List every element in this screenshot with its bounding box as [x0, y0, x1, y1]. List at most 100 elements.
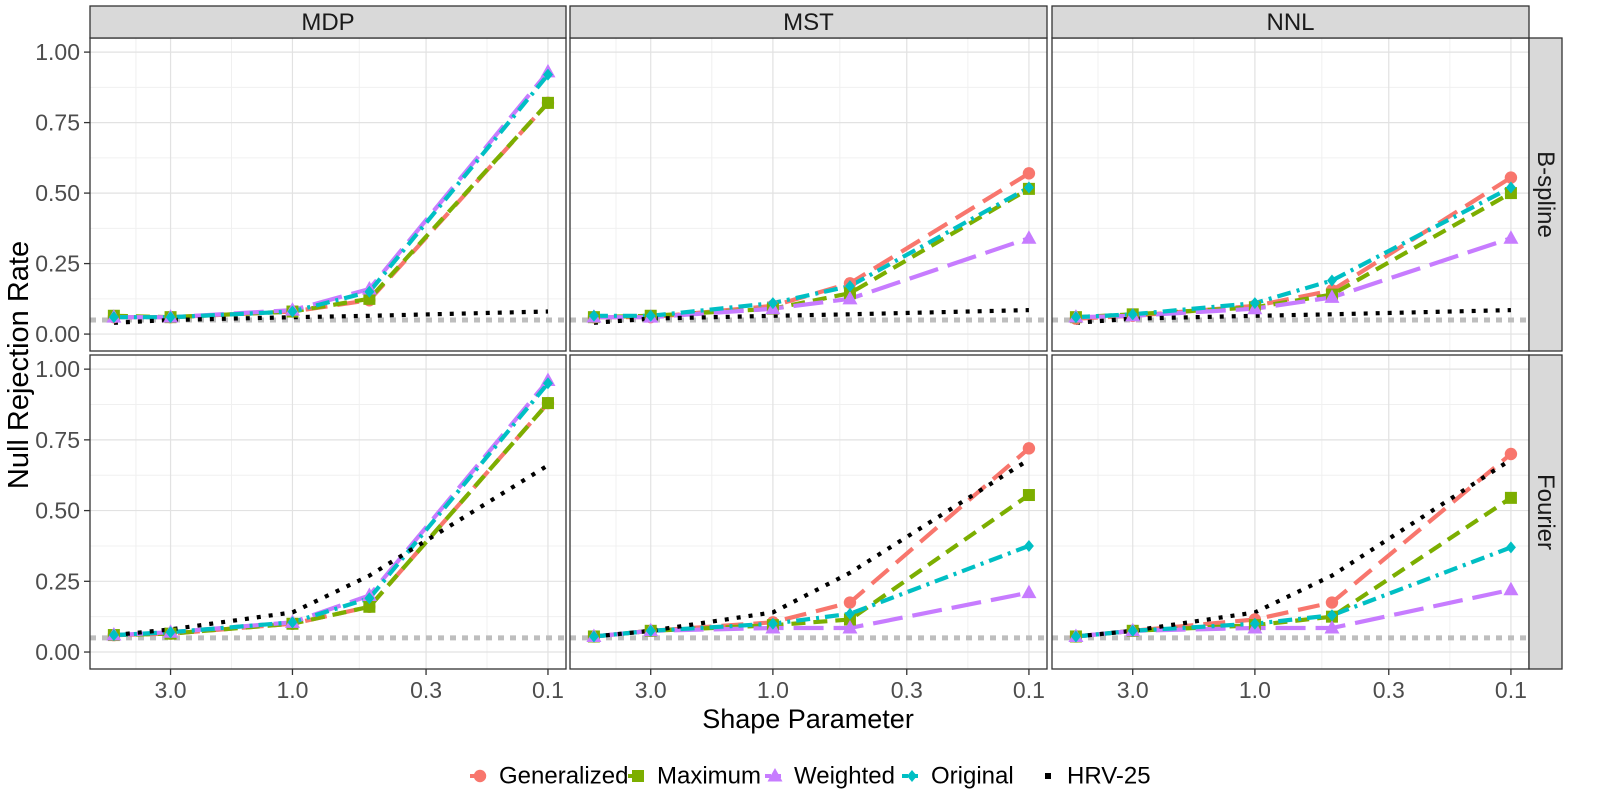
- y-tick-label: 0.50: [35, 498, 80, 524]
- series-line-maximum: [1075, 496, 1513, 639]
- series-line-weighted: [113, 70, 550, 320]
- strip-fourier: Fourier: [1528, 354, 1563, 670]
- y-tick-label: 0.00: [35, 639, 80, 665]
- legend-item-hrv-25: HRV-25: [1045, 763, 1151, 790]
- point-maximum: [1022, 489, 1035, 502]
- x-tick-label: 0.1: [532, 677, 564, 703]
- series-line-original: [113, 73, 550, 320]
- series-line-weighted: [1075, 236, 1512, 320]
- legend-item-generalized: Generalized: [470, 763, 628, 790]
- legend-item-maximum: Maximum: [628, 763, 761, 790]
- y-axis-layer: 0.00 0.25 0.50 0.75 1.00 0.00 0.25 0.50 0.75 1.00: [35, 39, 90, 665]
- strip-nnl: NNL: [1051, 5, 1530, 39]
- legend-key: [907, 770, 917, 782]
- y-tick-label: 0.75: [35, 110, 80, 136]
- strip-mst: MST: [569, 5, 1048, 39]
- strip-mdp: MDP: [89, 5, 567, 39]
- panel-mdp-fourier: [89, 354, 567, 670]
- series-line-hrv-25: [593, 308, 1029, 325]
- point-original: [165, 311, 176, 324]
- strip-label: MST: [783, 9, 834, 36]
- strip-label: Fourier: [1532, 474, 1559, 550]
- point-original: [588, 309, 599, 322]
- y-axis-title: Null Rejection Rate: [3, 241, 35, 489]
- x-axis-layer: 3.0 1.0 0.3 0.1 3.0 1.0 0.3 0.1 3.0 1.0 0.3 0.1: [155, 669, 1527, 703]
- x-tick-label: 3.0: [1117, 677, 1149, 703]
- point-weighted: [1503, 230, 1519, 244]
- series-line-generalized: [593, 171, 1030, 320]
- point-original: [364, 285, 375, 298]
- x-tick-label: 3.0: [635, 677, 667, 703]
- series-line-hrv-25: [113, 309, 549, 325]
- point-original: [1326, 609, 1337, 622]
- panel-nnl-b-spline: [1051, 37, 1530, 352]
- point-original: [364, 592, 375, 605]
- strip-label: MDP: [301, 9, 354, 36]
- series-line-hrv-25: [1075, 457, 1513, 639]
- point-original: [1070, 311, 1081, 324]
- y-tick-label: 0.25: [35, 568, 80, 594]
- y-tick-label: 0.00: [35, 321, 80, 347]
- x-tick-label: 1.0: [1239, 677, 1271, 703]
- point-original: [1127, 624, 1138, 637]
- point-generalized: [1022, 442, 1036, 455]
- panel-nnl-fourier: [1051, 354, 1530, 670]
- legend: Generalized Maximum Weighted Original HRV-25: [470, 763, 1151, 790]
- point-original: [1505, 181, 1516, 194]
- series-line-hrv-25: [593, 457, 1031, 639]
- series-line-generalized: [1075, 175, 1513, 321]
- x-tick-label: 0.3: [891, 677, 923, 703]
- point-original: [1023, 181, 1034, 194]
- series-line-hrv-25: [1075, 308, 1511, 325]
- legend-key: [767, 768, 783, 782]
- legend-label: HRV-25: [1067, 763, 1151, 790]
- series-line-maximum: [113, 101, 550, 320]
- point-generalized: [843, 596, 857, 609]
- x-axis-title: Shape Parameter: [702, 704, 914, 734]
- strip-labels-layer: MDP MST NNL B-spline Fourier: [89, 5, 1563, 670]
- series-line-generalized: [593, 446, 1031, 639]
- point-weighted: [1021, 584, 1037, 599]
- point-weighted: [842, 290, 858, 305]
- point-original: [645, 624, 656, 637]
- y-tick-label: 0.75: [35, 427, 80, 453]
- legend-label: Weighted: [794, 763, 895, 790]
- point-original: [165, 626, 176, 639]
- point-weighted: [1021, 230, 1037, 244]
- point-original: [844, 607, 855, 620]
- point-original: [542, 377, 553, 390]
- panel-mst-b-spline: [569, 37, 1048, 352]
- point-original: [767, 297, 778, 310]
- series-line-original: [113, 381, 550, 638]
- point-maximum: [541, 397, 554, 410]
- point-generalized: [1504, 171, 1518, 184]
- series-line-maximum: [593, 187, 1030, 320]
- strip-label: B-spline: [1532, 151, 1559, 238]
- series-line-weighted: [593, 236, 1030, 320]
- point-original: [542, 68, 553, 81]
- legend-key: [1045, 773, 1051, 779]
- series-line-original: [593, 543, 1030, 639]
- panel-mst-fourier: [569, 354, 1048, 670]
- point-original: [108, 629, 119, 642]
- point-original: [108, 311, 119, 324]
- y-tick-label: 1.00: [35, 356, 80, 382]
- x-tick-label: 0.3: [1373, 677, 1405, 703]
- panel-border: [569, 354, 1048, 670]
- x-tick-label: 0.1: [1495, 677, 1527, 703]
- series-line-original: [1075, 545, 1512, 639]
- point-original: [645, 309, 656, 322]
- point-maximum: [363, 292, 376, 305]
- x-tick-label: 3.0: [155, 677, 187, 703]
- point-original: [1249, 617, 1260, 630]
- y-tick-label: 1.00: [35, 39, 80, 65]
- legend-label: Original: [931, 763, 1014, 790]
- series-line-generalized: [1075, 452, 1513, 639]
- series-line-original: [1075, 185, 1512, 320]
- point-maximum: [363, 600, 376, 613]
- point-maximum: [541, 96, 554, 109]
- point-generalized: [1325, 596, 1339, 609]
- point-original: [1505, 541, 1516, 554]
- x-tick-label: 1.0: [757, 677, 789, 703]
